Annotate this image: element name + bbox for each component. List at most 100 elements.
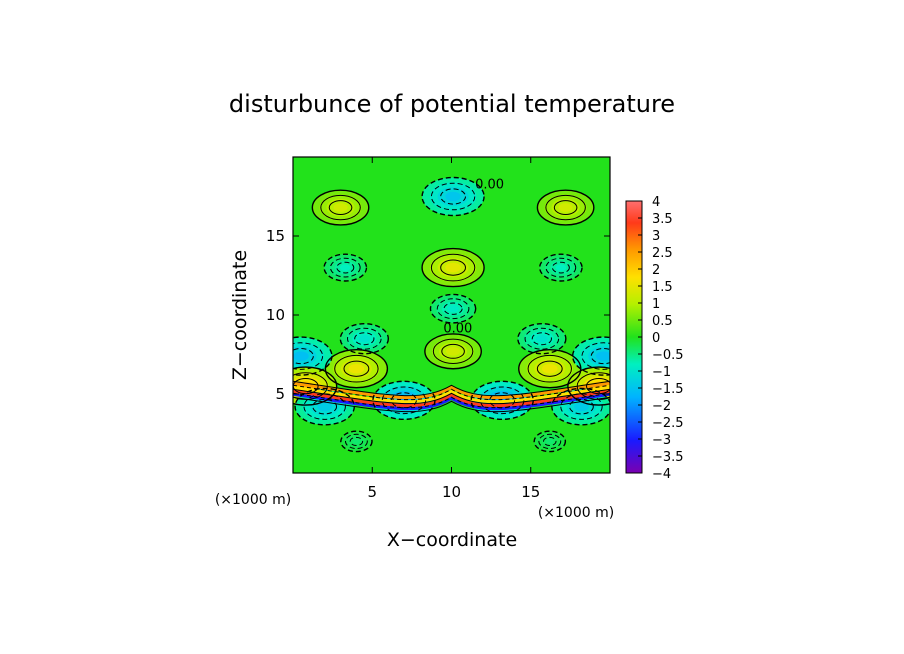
contour-2-1	[545, 194, 586, 221]
contour-19-2	[489, 392, 516, 409]
contour-2-2	[553, 200, 578, 216]
contour-0-2	[440, 188, 466, 205]
colorbar-tick-label-5: 1.5	[652, 280, 673, 295]
inversion-band-0	[293, 381, 610, 400]
contour-8-1	[524, 327, 560, 350]
contour-11-0	[518, 349, 582, 389]
field-min-17-layer-3	[574, 402, 589, 412]
contour-21-2	[543, 436, 557, 446]
contour-3-0	[323, 253, 368, 282]
contour-6-2	[443, 302, 463, 315]
colorbar-tick-label-2: 3	[652, 229, 660, 244]
contour-label-0: 0.00	[475, 178, 504, 193]
contour-4-1	[545, 257, 577, 278]
field-min-21-layer-3	[545, 438, 554, 444]
x-axis-label: X−coordinate	[387, 529, 517, 551]
contour-9-2	[441, 343, 465, 359]
colorbar-tick-label-4: 2	[652, 263, 660, 278]
inversion-contour-1	[293, 384, 610, 401]
field-min-0-layer-3	[445, 191, 461, 202]
contour-19-1	[480, 386, 525, 415]
colorbar-tick-label-11: −1.5	[652, 382, 684, 397]
x-tick-label-2: 15	[521, 483, 540, 501]
contour-7-2	[354, 332, 375, 346]
field-min-12-layer-3	[293, 351, 309, 361]
contour-7-1	[347, 327, 382, 350]
contour-0-1	[430, 182, 476, 211]
colorbar-tick-label-9: −0.5	[652, 348, 684, 363]
axis-ticks: 5 10 15 5 10 15	[266, 157, 610, 501]
contour-9-1	[432, 338, 474, 365]
contour-14-0	[293, 366, 338, 406]
colorbar-tick-label-3: 2.5	[652, 246, 673, 261]
plot-area: 0.00 0.00 5 10 15 5 10 15	[266, 156, 611, 501]
contour-10-0	[324, 349, 389, 389]
colorbar-tick-label-10: −1	[652, 365, 671, 380]
field-min-16-layer-3	[317, 402, 333, 412]
inversion-band-3	[293, 392, 610, 411]
contour-8-2	[531, 332, 552, 346]
contour-16-1	[303, 393, 346, 420]
contour-15-2	[586, 378, 610, 395]
y-tick-label-0: 5	[275, 385, 285, 403]
field-min-3-layer-3	[340, 264, 351, 271]
contour-labels: 0.00 0.00	[443, 178, 504, 337]
contour-4-0	[538, 253, 583, 282]
field-max-11-layer-3	[542, 363, 558, 374]
contour-4-2	[551, 261, 570, 274]
contour-12-2	[293, 347, 314, 365]
field-min-6-layer-3	[447, 305, 459, 313]
inversion-band-2	[293, 389, 610, 408]
contour-15-0	[567, 366, 610, 406]
contour-5-0	[421, 247, 485, 288]
contour-20-2	[349, 436, 364, 446]
x-tick-label-1: 10	[442, 483, 461, 501]
y-tick-label-2: 15	[266, 227, 285, 245]
contour-21-1	[538, 433, 562, 450]
contour-6-1	[436, 298, 470, 320]
colorbar-tick-label-6: 1	[652, 297, 660, 312]
contour-11-2	[536, 360, 563, 377]
contour-5-2	[440, 259, 466, 276]
inversion-contour-2	[293, 388, 610, 405]
contour-11-1	[527, 354, 572, 383]
field-max-10-layer-3	[348, 363, 365, 374]
field-min-13-layer-3	[595, 351, 610, 361]
colorbar: 4 3.5 3 2.5 2 1.5 1 0.5 0 −0.5 −1 −1.5 −2 −2.5 −3 −3.5 −…	[625, 195, 684, 482]
contour-17-1	[560, 393, 603, 420]
contour-12-1	[293, 342, 324, 370]
field-min-7-layer-3	[358, 334, 371, 343]
contour-0-0	[421, 176, 485, 217]
contour-17-0	[551, 387, 610, 426]
colorbar-tick-label-1: 3.5	[652, 212, 673, 227]
contour-3-1	[329, 257, 361, 278]
colorbar-tick-label-8: 0	[652, 331, 660, 346]
contour-10-2	[343, 360, 370, 377]
colorbar-tick-label-0: 4	[652, 195, 660, 210]
contour-2-0	[536, 189, 595, 226]
inversion-contour-0	[293, 380, 610, 397]
colorbar-tick-label-15: −3.5	[652, 450, 684, 465]
field-min-8-layer-3	[535, 334, 548, 343]
inversion-band-1	[293, 385, 610, 404]
contour-16-2	[312, 398, 338, 415]
contour-18-1	[381, 386, 427, 415]
colorbar-tick-label-7: 0.5	[652, 314, 673, 329]
field-max-9-layer-3	[446, 346, 461, 356]
x-unit-label: (×1000 m)	[538, 505, 614, 521]
colorbar-tick-label-12: −2	[652, 399, 671, 414]
field-min-20-layer-3	[352, 438, 361, 444]
contour-17-2	[569, 398, 594, 415]
x-tick-label-0: 5	[367, 483, 377, 501]
contour-7-0	[339, 323, 390, 355]
contour-1-2	[328, 200, 353, 216]
inversion-contour-4	[293, 396, 610, 413]
field-min-4-layer-3	[555, 264, 567, 271]
contour-18-2	[391, 392, 417, 409]
colorbar-ticks: 4 3.5 3 2.5 2 1.5 1 0.5 0 −0.5 −1 −1.5 −2 −2.5 −3 −3.5 −…	[638, 195, 684, 482]
contour-13-1	[581, 342, 610, 370]
contour-21-0	[533, 430, 567, 453]
contour-3-2	[336, 261, 355, 274]
contour-12-0	[293, 336, 333, 376]
